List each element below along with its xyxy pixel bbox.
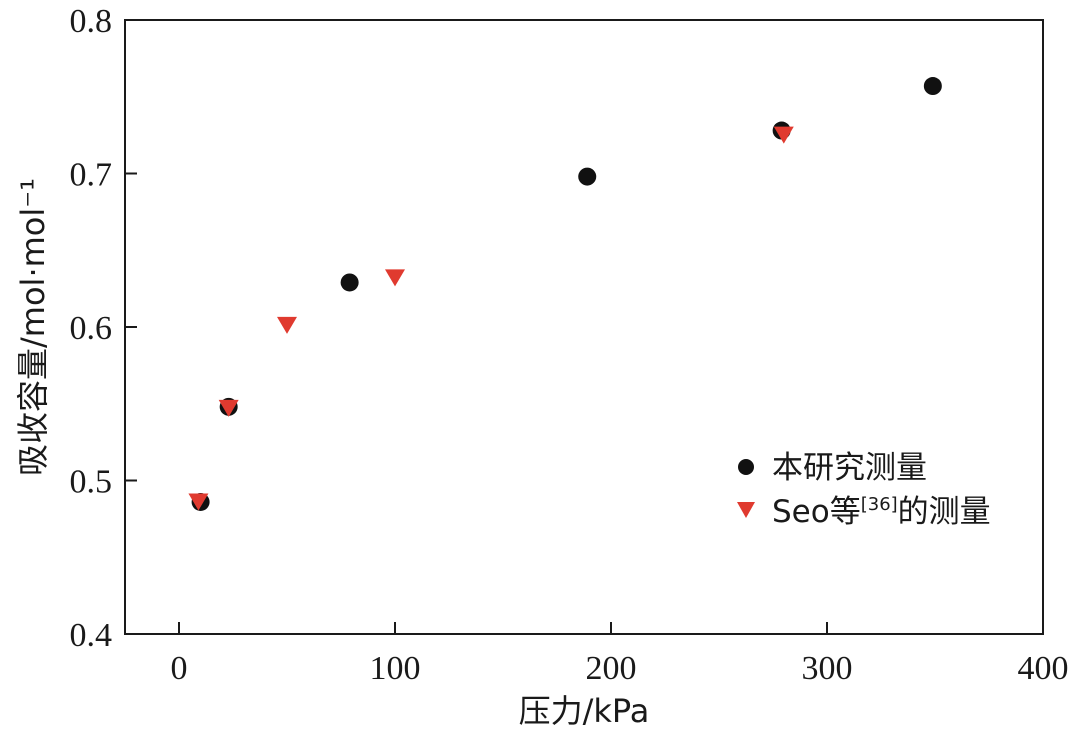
y-tick-label: 0.5 (70, 464, 113, 501)
data-point-series-0 (578, 167, 597, 186)
legend: 本研究测量 Seo等[36]的测量 (737, 450, 991, 530)
data-point-series-1 (188, 493, 209, 511)
legend-label-seo-prefix: Seo等 (772, 494, 861, 530)
x-tick-label: 100 (370, 650, 421, 687)
y-tick-label: 0.7 (70, 157, 113, 194)
data-point-series-1 (385, 269, 405, 287)
y-axis-title: 吸收容量/mol·mol⁻¹ (14, 178, 52, 476)
data-point-series-0 (340, 273, 359, 292)
legend-marker-circle (738, 459, 754, 475)
x-axis-ticks: 0 100 200 300 400 (171, 622, 1069, 687)
y-tick-label: 0.4 (70, 617, 113, 654)
plot-frame (124, 19, 1044, 635)
y-tick-label: 0.6 (70, 310, 113, 347)
legend-label-seo-suffix: 的测量 (898, 494, 991, 530)
data-point-series-1 (277, 316, 297, 334)
x-tick-label: 300 (802, 650, 853, 687)
data-point-series-1 (218, 399, 239, 417)
x-tick-label: 0 (171, 650, 188, 687)
x-tick-label: 200 (586, 650, 637, 687)
data-point-series-1 (773, 126, 794, 144)
y-axis-ticks: 0.4 0.5 0.6 0.7 0.8 (70, 3, 137, 654)
data-point-series-0 (923, 77, 942, 96)
data-points (188, 77, 942, 511)
legend-marker-triangle (737, 502, 755, 518)
y-tick-label: 0.8 (70, 3, 113, 40)
x-tick-label: 400 (1018, 650, 1069, 687)
legend-label-seo-ref: [36] (861, 494, 898, 515)
x-axis-title: 压力/kPa (519, 692, 650, 730)
legend-label-seo: Seo等[36]的测量 (772, 494, 991, 530)
legend-label-this-study: 本研究测量 (772, 450, 927, 486)
